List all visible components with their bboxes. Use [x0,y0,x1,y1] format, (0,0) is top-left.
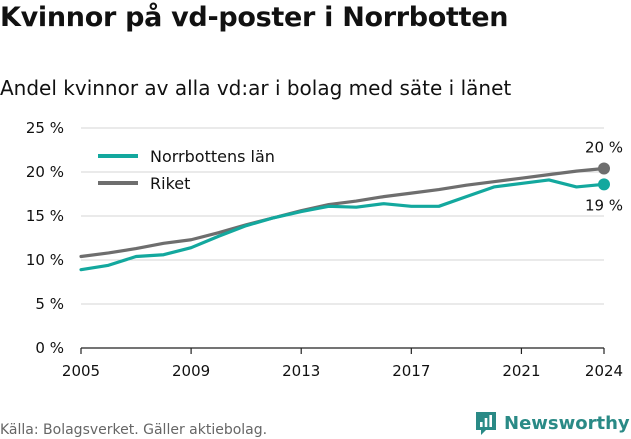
x-tick-label: 2009 [172,362,210,380]
x-tick-label: 2005 [62,362,100,380]
series-lines [79,166,606,272]
end-label: 20 % [585,138,623,156]
end-point [598,162,610,175]
y-tick-label: 10 % [26,251,64,269]
y-tick-label: 15 % [26,207,64,225]
source-note: Källa: Bolagsverket. Gäller aktiebolag. [0,422,268,438]
x-axis: 2005 2009 2013 2017 2021 2024 [62,347,623,380]
y-tick-label: 0 % [35,339,64,357]
x-tick-label: 2021 [502,362,540,380]
gridlines [81,127,604,305]
series-line [79,166,606,259]
y-tick-label: 25 % [26,119,64,137]
chart-subtitle: Andel kvinnor av alla vd:ar i bolag med … [0,76,512,100]
brand-logo[interactable]: Newsworthy [474,409,630,437]
legend: Norrbottens län Riket [98,147,275,193]
end-point [598,178,610,191]
chart-title: Kvinnor på vd-poster i Norrbotten [0,2,509,33]
x-tick-label: 2013 [282,362,320,380]
series-line [79,178,606,272]
brand-name: Newsworthy [504,412,630,434]
legend-label: Riket [150,174,190,193]
y-tick-label: 20 % [26,163,64,181]
legend-label: Norrbottens län [150,147,275,166]
x-tick-label: 2017 [392,362,430,380]
end-labels: 19 % 20 % [585,138,623,214]
y-axis-ticks: 0 % 5 % 10 % 15 % 20 % 25 % [26,119,64,357]
end-label: 19 % [585,196,623,214]
x-tick-label: 2024 [585,362,623,380]
newsworthy-logo-icon [476,412,496,435]
y-tick-label: 5 % [35,295,64,313]
